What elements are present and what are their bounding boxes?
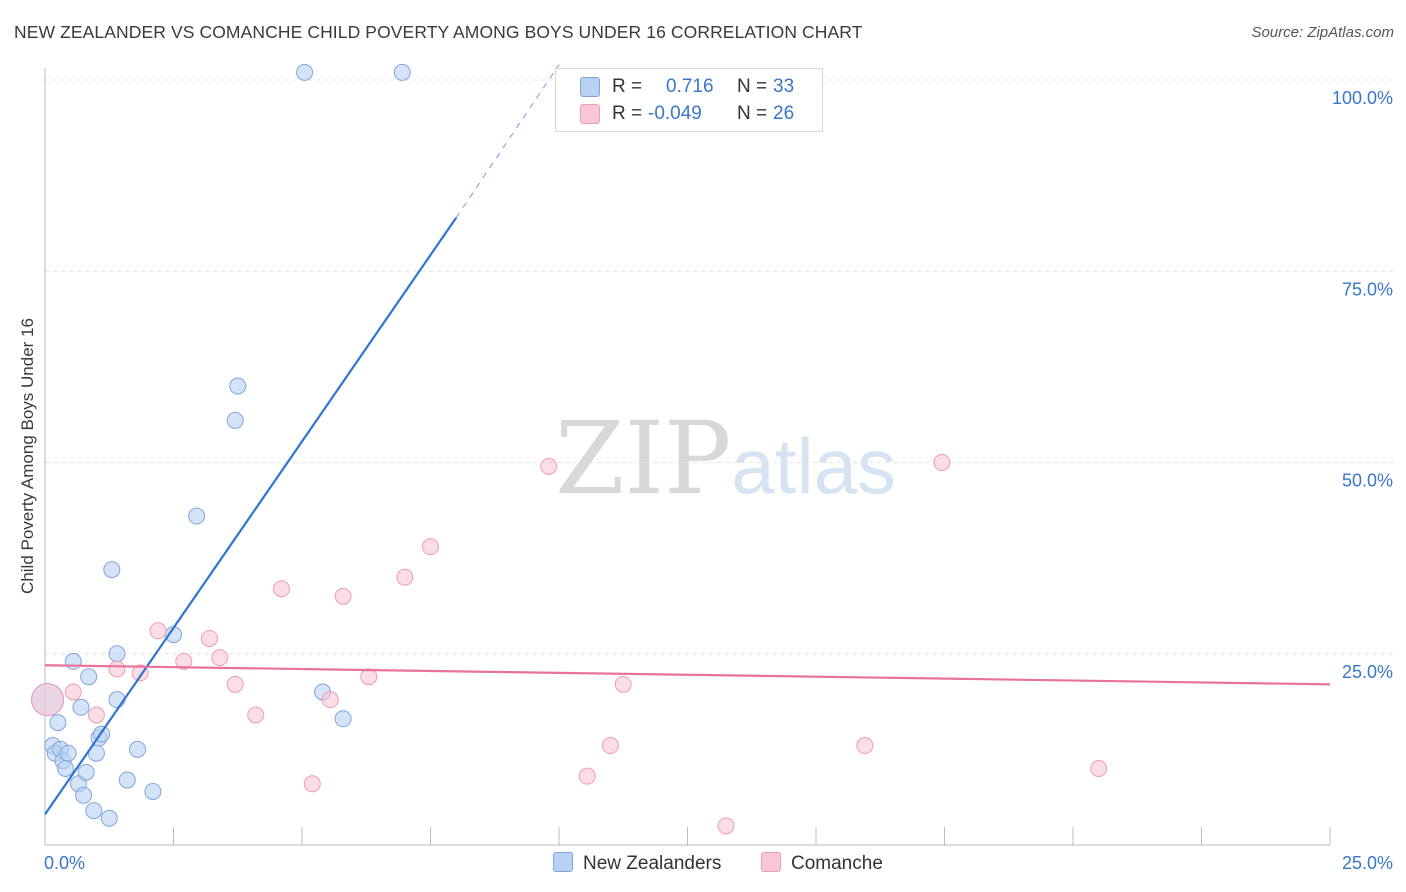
- comanche-point: [211, 649, 229, 667]
- comanche-point: [149, 622, 167, 640]
- legend-row-new-zealanders: R = 0.716 N = 33: [556, 74, 822, 100]
- comanche-point: [717, 817, 735, 835]
- x-tick-label: 25.0%: [1342, 853, 1393, 873]
- comanche-point: [321, 691, 339, 709]
- comanche-point: [108, 660, 126, 678]
- comanche-trend-line: [44, 664, 1331, 686]
- y-tick-label: 75.0%: [1342, 279, 1393, 299]
- comanche-point: [422, 538, 439, 556]
- y-axis-label: Child Poverty Among Boys Under 16: [18, 318, 37, 594]
- comanche-point: [578, 767, 596, 785]
- r-label: R =: [612, 103, 643, 124]
- new-zealanders-point: [57, 760, 75, 777]
- stats-legend: R = 0.716 N = 33 R = -0.049 N = 26: [555, 68, 823, 132]
- new-zealanders-point: [334, 710, 352, 728]
- chart-title: NEW ZEALANDER VS COMANCHE CHILD POVERTY …: [14, 22, 863, 42]
- comanche-point: [540, 457, 558, 475]
- new-zealanders-point: [72, 698, 90, 716]
- comanche-point: [856, 737, 874, 755]
- source-credit: Source: ZipAtlas.com: [1251, 24, 1394, 41]
- n-value: 26: [773, 103, 795, 124]
- legend-label: New Zealanders: [583, 853, 722, 874]
- y-tick-label: 50.0%: [1342, 471, 1393, 491]
- new-zealanders-point: [75, 786, 93, 804]
- blue-swatch: [580, 77, 600, 97]
- new-zealanders-point: [49, 714, 67, 732]
- new-zealanders-point: [129, 740, 147, 758]
- comanche-point: [614, 675, 632, 693]
- comanche-point: [175, 652, 193, 670]
- x-tick-label: 0.0%: [44, 853, 85, 873]
- new-zealanders-point: [100, 809, 118, 827]
- new-zealanders-point: [226, 411, 244, 429]
- comanche-point: [200, 629, 218, 647]
- new-zealanders-point: [64, 652, 82, 670]
- new-zealanders-point: [296, 63, 314, 81]
- pink-swatch: [761, 852, 781, 872]
- new-zealanders-point: [59, 744, 77, 762]
- comanche-point: [1090, 760, 1108, 777]
- new-zealanders-point: [393, 63, 411, 81]
- comanche-point: [272, 580, 290, 598]
- legend-item-new-zealanders: New Zealanders: [553, 852, 721, 875]
- legend-row-comanche: R = -0.049 N = 26: [556, 101, 822, 127]
- new-zealanders-trend-extension: [455, 64, 560, 218]
- new-zealanders-point: [229, 377, 247, 395]
- new-zealanders-trend-line: [44, 217, 458, 816]
- comanche-point: [226, 675, 244, 693]
- watermark-atlas: atlas: [731, 422, 897, 510]
- comanche-point: [247, 706, 265, 724]
- new-zealanders-point: [144, 782, 162, 800]
- pink-swatch: [580, 104, 600, 124]
- y-tick-label: 100.0%: [1332, 88, 1393, 108]
- comanche-point: [360, 668, 378, 686]
- new-zealanders-point: [188, 507, 206, 525]
- n-value: 33: [773, 76, 795, 97]
- comanche-point: [87, 706, 105, 724]
- comanche-point: [601, 737, 619, 755]
- watermark: ZIPatlas: [555, 400, 896, 517]
- r-value: 0.716: [666, 76, 714, 97]
- new-zealanders-point: [108, 645, 126, 663]
- n-label: N =: [737, 76, 768, 97]
- comanche-point: [334, 587, 352, 605]
- new-zealanders-point: [80, 668, 98, 686]
- new-zealanders-point: [85, 802, 103, 820]
- legend-label: Comanche: [791, 853, 883, 874]
- r-label: R =: [612, 76, 643, 97]
- legend-item-comanche: Comanche: [761, 852, 883, 875]
- r-value: -0.049: [648, 103, 702, 124]
- y-tick-label: 25.0%: [1342, 662, 1393, 682]
- blue-swatch: [553, 852, 573, 872]
- new-zealanders-point: [103, 561, 121, 579]
- new-zealanders-point: [77, 763, 95, 781]
- watermark-zip: ZIP: [555, 400, 732, 517]
- n-label: N =: [737, 103, 768, 124]
- comanche-point: [396, 568, 414, 586]
- comanche-point: [303, 775, 321, 793]
- new-zealanders-point: [108, 691, 126, 709]
- comanche-point: [933, 454, 951, 471]
- new-zealanders-point: [118, 771, 136, 789]
- comanche-point: [31, 683, 65, 717]
- comanche-point: [64, 683, 82, 701]
